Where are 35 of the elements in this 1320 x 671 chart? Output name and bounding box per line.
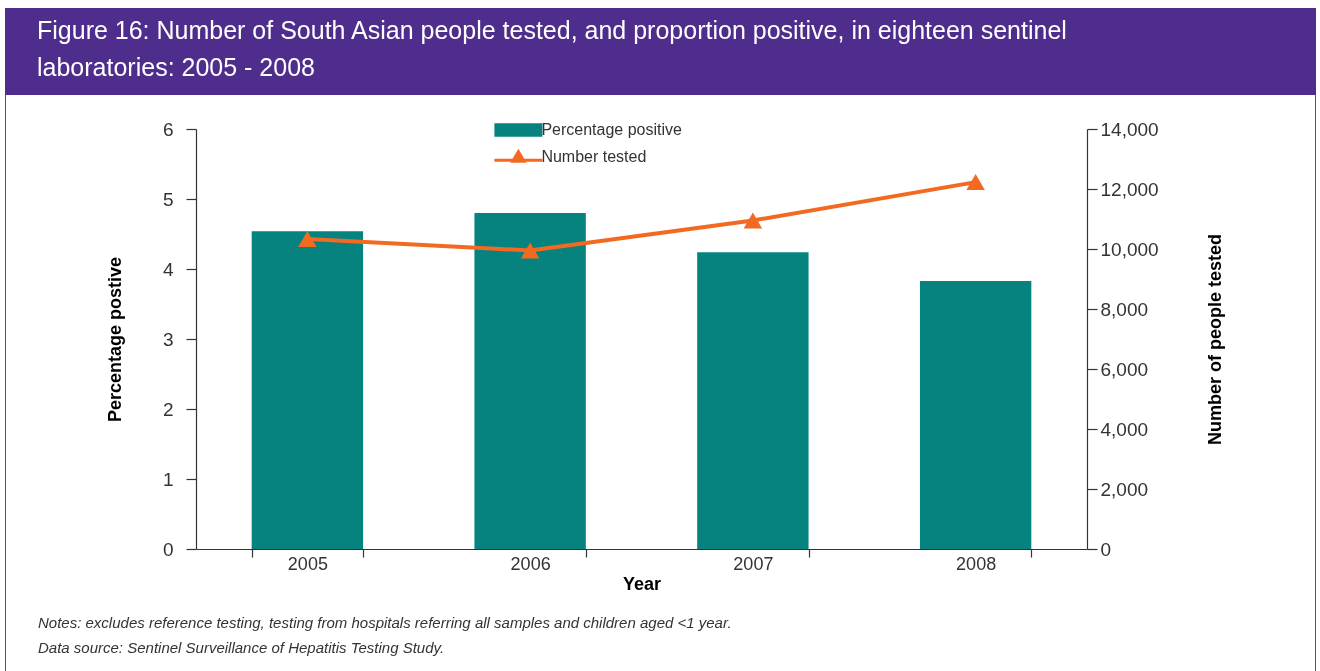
y-tick-label: 5 — [162, 188, 174, 210]
y2-axis-title: Number of people tested — [1204, 233, 1225, 446]
bar — [251, 231, 364, 549]
x-tick-label: 2006 — [510, 553, 551, 574]
y2-tick-label: 0 — [1100, 538, 1112, 560]
y-tick-label: 2 — [162, 398, 174, 420]
y2-tick-label: 6,000 — [1100, 358, 1149, 380]
point — [520, 242, 540, 259]
y-tick-label: 0 — [162, 538, 174, 560]
x-axis-title: Year — [622, 573, 662, 594]
x-tick-label: 2008 — [956, 553, 997, 574]
legend-label: Number tested — [541, 148, 647, 165]
y-tick-label: 3 — [162, 328, 174, 350]
bar — [697, 252, 809, 549]
point — [966, 174, 985, 191]
y2-tick-label: 12,000 — [1100, 178, 1159, 200]
y-tick-label: 1 — [162, 468, 174, 490]
y-tick-label: 4 — [162, 258, 174, 280]
y2-tick-label: 14,000 — [1100, 118, 1159, 140]
y2-tick-label: 8,000 — [1100, 298, 1149, 320]
x-tick-label: 2005 — [287, 553, 328, 574]
y-axis-title: Percentage postive — [104, 256, 125, 423]
y2-tick-label: 10,000 — [1100, 238, 1159, 260]
source-note: Data source: Sentinel Surveillance of Hepatitis Testing Study. — [38, 638, 446, 658]
y2-tick-label: 2,000 — [1100, 478, 1149, 500]
point — [298, 231, 317, 248]
text: Notes: excludes reference testing, testing from hospitals referring all samples and children aged <1 year. — [38, 613, 732, 633]
x-tick-label: 2007 — [733, 553, 774, 574]
point — [743, 212, 763, 229]
chart-title: Figure 16: Number of South Asian people tested, and proportion positive, in eighteen sentinel laboratories: 2005 - 2008 — [37, 15, 1068, 83]
bar — [919, 280, 1032, 549]
legend-label: Percentage positive — [541, 121, 683, 138]
bar — [474, 213, 586, 549]
y-tick-label: 6 — [162, 118, 174, 140]
y2-tick-label: 4,000 — [1100, 418, 1149, 440]
